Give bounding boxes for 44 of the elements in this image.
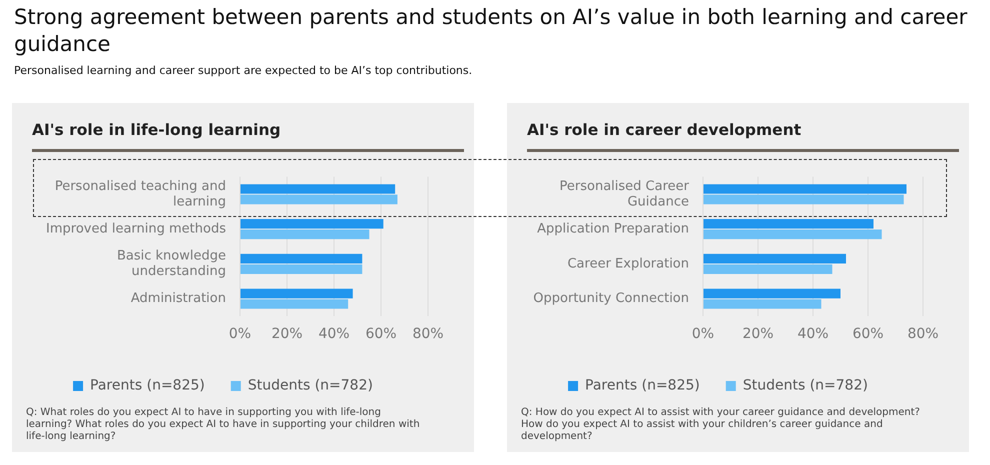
x-tick-label: 80% (412, 326, 444, 342)
text: Q: How do you expect AI to assist with your career guidance and development? How do you expect AI to assist with your children’s career guidance and development? (521, 407, 921, 443)
y-tick-label: Career Exploration (567, 256, 689, 272)
x-tick-label: 0% (692, 326, 714, 342)
bar (240, 288, 353, 298)
text: Personalised learning and career support are expected to be AI’s top contributions. (14, 64, 472, 77)
y-tick-label: Application Preparation (537, 221, 689, 236)
bar (240, 254, 362, 264)
bar (704, 229, 882, 240)
bar (240, 299, 348, 309)
bar (240, 229, 370, 240)
bar (704, 264, 832, 274)
legend-label: Students (n=782) (248, 378, 373, 394)
bar (704, 299, 822, 309)
legend-label: Students (n=782) (742, 378, 868, 394)
bar (240, 219, 384, 229)
text: Strong agreement between parents and students on AI’s value in both learning and career guidance (14, 4, 968, 58)
x-tick-label: 60% (365, 326, 397, 342)
legend-label: Parents (n=825) (90, 378, 205, 394)
bar (240, 194, 398, 204)
bar (704, 219, 874, 229)
bar (704, 184, 906, 194)
bar (240, 184, 396, 194)
y-tick-label: Personalised Career Guidance (560, 178, 690, 210)
legend-label: Parents (n=825) (585, 378, 700, 394)
x-tick-label: 0% (228, 326, 252, 342)
y-tick-label: Basic knowledge understanding (116, 248, 226, 280)
y-tick-label: Opportunity Connection (533, 291, 689, 306)
chart-title: AI's role in life-long learning (32, 121, 281, 139)
x-tick-label: 40% (797, 326, 829, 342)
y-tick-label: Personalised teaching and learning (54, 178, 226, 210)
x-tick-label: 20% (742, 326, 774, 342)
bar (704, 288, 840, 298)
x-tick-label: 80% (907, 326, 939, 342)
text: Q: What roles do you expect AI to have in supporting you with life-long learning? What roles do you expect AI to have in supporting your children with life-long learning? (26, 407, 421, 443)
bar (240, 264, 362, 274)
y-tick-label: Administration (130, 291, 226, 306)
x-tick-label: 20% (271, 326, 303, 342)
bar (704, 254, 846, 264)
chart-title: AI's role in career development (527, 121, 802, 139)
x-tick-label: 40% (318, 326, 350, 342)
bar (704, 194, 904, 204)
y-tick-label: Improved learning methods (46, 221, 226, 236)
x-tick-label: 60% (852, 326, 884, 342)
